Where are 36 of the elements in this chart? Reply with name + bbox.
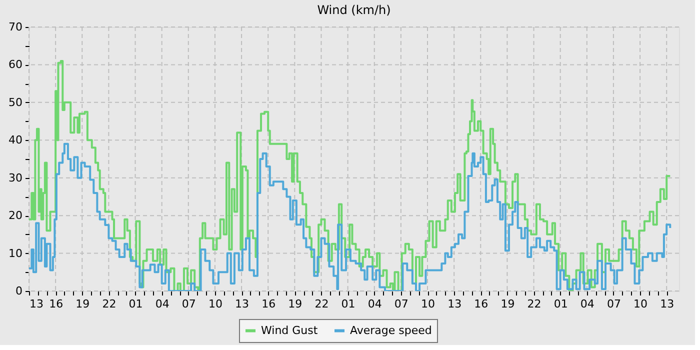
x-tick-label: 22 — [102, 298, 116, 310]
y-tick-label: 40 — [8, 134, 22, 147]
x-tick-label: 10 — [208, 298, 222, 310]
x-tick-label: 04 — [368, 298, 382, 310]
legend-label: Wind Gust — [261, 324, 318, 337]
y-tick-label: 50 — [8, 96, 22, 109]
x-tick-label: 22 — [314, 298, 329, 310]
y-tick-label: 10 — [8, 246, 22, 260]
x-tick-label: 19 — [500, 298, 515, 310]
x-tick-label: 13 — [235, 298, 250, 310]
chart-title: Wind (km/h) — [317, 3, 391, 17]
x-tick-label: 07 — [394, 298, 408, 310]
x-tick-label: 01 — [128, 298, 143, 310]
y-tick-label: 70 — [8, 20, 22, 34]
x-tick-label: 16 — [262, 298, 276, 310]
x-tick-label: 16 — [49, 298, 64, 310]
x-tick-label: 10 — [634, 298, 648, 310]
y-tick-label: 60 — [8, 58, 22, 72]
x-tick-label: 04 — [580, 298, 594, 310]
y-tick-label: 0 — [16, 284, 22, 298]
x-tick-label: 07 — [182, 298, 196, 310]
x-tick-label: 01 — [554, 298, 568, 310]
legend-label: Average speed — [350, 324, 432, 337]
x-tick-label: 13 — [448, 298, 462, 310]
x-tick-label: 07 — [606, 298, 621, 310]
x-tick-label: 10 — [421, 298, 435, 310]
x-tick-label: 19 — [288, 298, 302, 310]
x-tick-label: 01 — [341, 298, 356, 310]
x-tick-label: 13 — [30, 298, 44, 310]
x-tick-label: 19 — [76, 298, 90, 310]
y-tick-label: 20 — [8, 209, 22, 222]
x-tick-label: 04 — [155, 298, 170, 310]
y-tick-label: 30 — [8, 171, 22, 184]
x-tick-label: 22 — [527, 298, 542, 310]
x-tick-label: 13 — [660, 298, 674, 310]
x-tick-label: 16 — [474, 298, 488, 310]
